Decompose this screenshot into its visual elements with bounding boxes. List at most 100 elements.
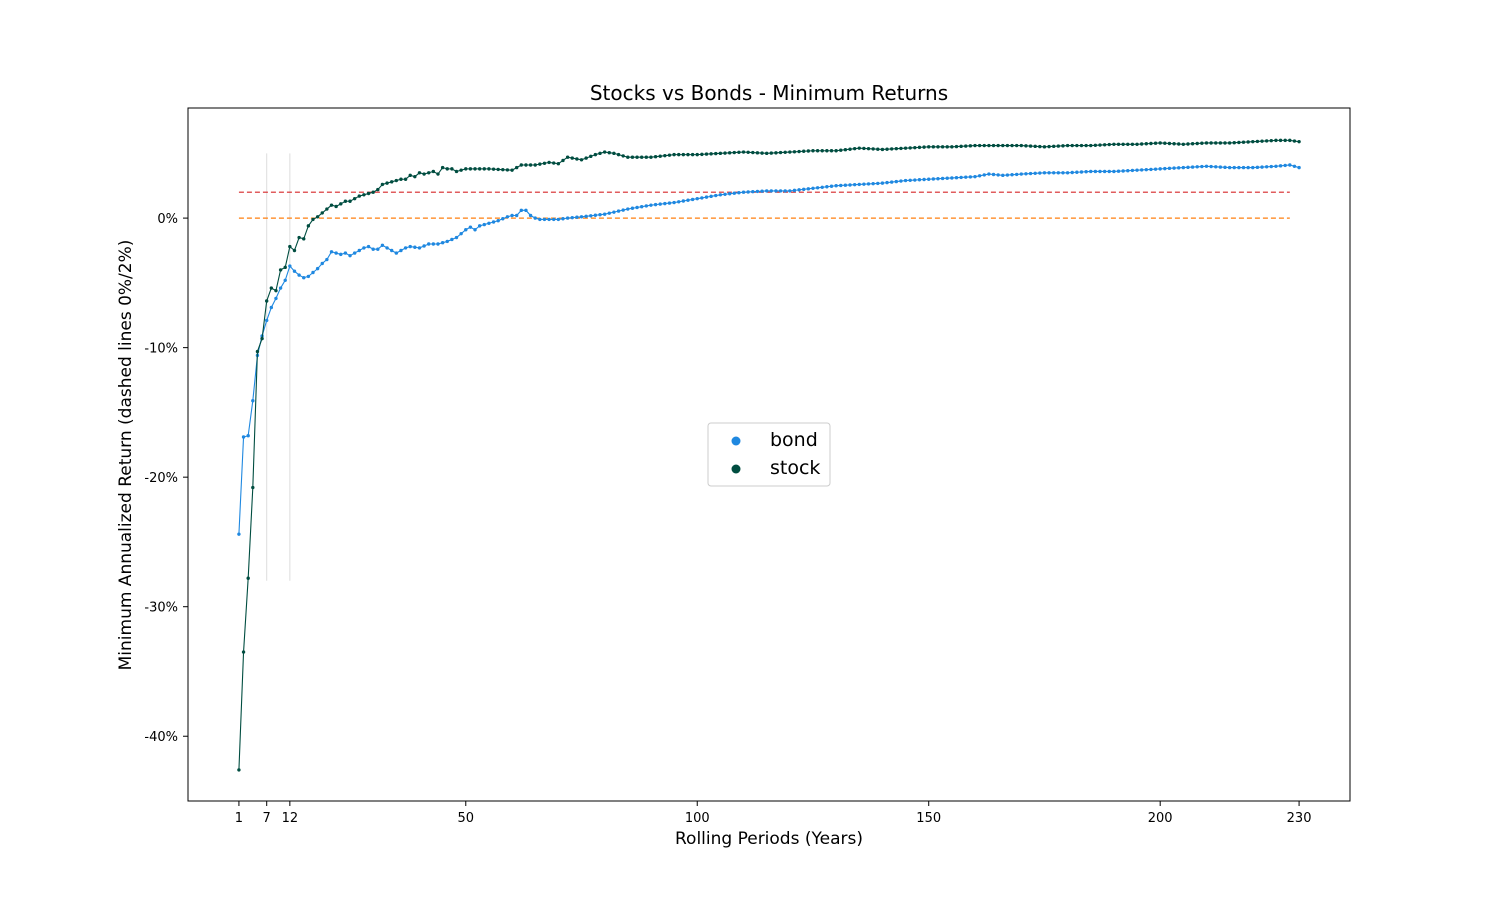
data-point-bond (274, 296, 278, 301)
data-point-stock (936, 145, 940, 149)
data-point-stock (464, 167, 468, 171)
data-point-stock (1010, 143, 1014, 148)
data-point-bond (1056, 171, 1061, 175)
data-point-stock (797, 149, 801, 154)
x-tick-label: 100 (685, 811, 710, 826)
data-point-bond (1186, 165, 1190, 170)
data-point-stock (1047, 144, 1051, 149)
data-point-bond (927, 177, 931, 181)
data-point-stock (274, 288, 278, 293)
data-point-bond (246, 434, 250, 438)
data-point-bond (621, 208, 625, 212)
data-point-stock (385, 181, 389, 185)
data-point-stock (468, 167, 473, 171)
y-tick-label: 0% (157, 212, 178, 227)
data-point-bond (1167, 166, 1172, 171)
data-point-stock (825, 149, 829, 153)
data-point-stock (723, 151, 727, 155)
data-point-stock (306, 224, 311, 228)
data-point-bond (1079, 170, 1084, 174)
data-point-stock (732, 150, 736, 155)
data-point-bond (371, 247, 375, 251)
data-point-bond (1010, 173, 1014, 177)
data-point-stock (815, 149, 820, 153)
data-point-bond (533, 216, 537, 220)
data-point-bond (477, 224, 482, 228)
data-point-bond (269, 305, 274, 310)
data-point-bond (468, 225, 473, 229)
data-point-bond (306, 274, 311, 279)
data-point-bond (802, 187, 806, 192)
data-point-bond (431, 242, 436, 246)
data-point-stock (977, 143, 982, 148)
data-point-bond (315, 266, 320, 271)
data-point-bond (292, 269, 297, 273)
data-point-stock (653, 155, 658, 159)
data-point-bond (320, 261, 324, 266)
data-point-stock (1177, 142, 1181, 146)
data-point-stock (672, 152, 676, 157)
data-point-stock (764, 151, 769, 156)
data-point-bond (602, 212, 607, 216)
data-point-stock (871, 147, 875, 151)
data-point-bond (561, 217, 565, 221)
data-point-bond (806, 187, 811, 191)
data-point-stock (769, 151, 774, 155)
data-point-bond (788, 189, 792, 193)
data-point-bond (570, 215, 574, 220)
data-point-bond (237, 532, 241, 536)
data-point-stock (390, 180, 394, 184)
x-axis: 1 7 12 50 100 150 200 230 (235, 801, 1311, 826)
data-point-stock (283, 265, 287, 270)
data-point-stock (1255, 139, 1260, 144)
data-point-bond (1163, 166, 1167, 171)
data-point-bond (1047, 171, 1051, 175)
data-point-bond (1278, 164, 1283, 168)
x-tick-label: 50 (457, 811, 474, 826)
y-tick-label: -30% (144, 601, 178, 616)
data-point-stock (755, 151, 760, 155)
data-point-stock (1278, 138, 1283, 143)
data-point-stock (677, 152, 681, 157)
data-point-bond (584, 214, 588, 218)
data-point-stock (774, 151, 778, 155)
data-point-stock (658, 154, 662, 158)
data-point-stock (709, 152, 713, 156)
data-point-bond (413, 245, 417, 249)
data-point-bond (1255, 165, 1260, 170)
data-point-bond (501, 217, 505, 221)
data-point-bond (792, 188, 797, 193)
data-point-bond (385, 246, 389, 250)
data-point-stock (380, 182, 385, 187)
data-point-bond (593, 213, 598, 217)
data-point-stock (593, 152, 598, 157)
data-point-bond (889, 180, 894, 184)
data-point-stock (639, 155, 644, 159)
data-point-bond (278, 286, 283, 290)
data-point-stock (260, 336, 264, 341)
data-point-stock (1070, 143, 1074, 148)
data-point-bond (829, 184, 834, 188)
data-point-stock (607, 150, 611, 155)
data-point-stock (760, 151, 764, 155)
data-point-stock (1204, 141, 1209, 145)
chart-title: Stocks vs Bonds - Minimum Returns (590, 81, 948, 105)
data-point-bond (1005, 173, 1010, 177)
legend-label-bond: bond (770, 429, 818, 451)
data-point-stock (325, 207, 329, 211)
data-point-stock (602, 150, 607, 154)
data-point-stock (547, 160, 551, 165)
data-point-stock (394, 178, 399, 183)
data-point-bond (663, 201, 667, 206)
data-point-bond (1038, 171, 1042, 175)
data-point-bond (977, 174, 982, 178)
data-point-bond (547, 217, 551, 222)
data-point-bond (464, 228, 468, 232)
data-point-bond (991, 172, 996, 177)
data-point-bond (917, 178, 922, 182)
data-point-bond (1209, 164, 1213, 169)
legend-marker-bond (731, 436, 741, 446)
data-point-stock (987, 143, 991, 148)
data-point-stock (1112, 142, 1116, 146)
data-point-bond (1149, 167, 1153, 172)
